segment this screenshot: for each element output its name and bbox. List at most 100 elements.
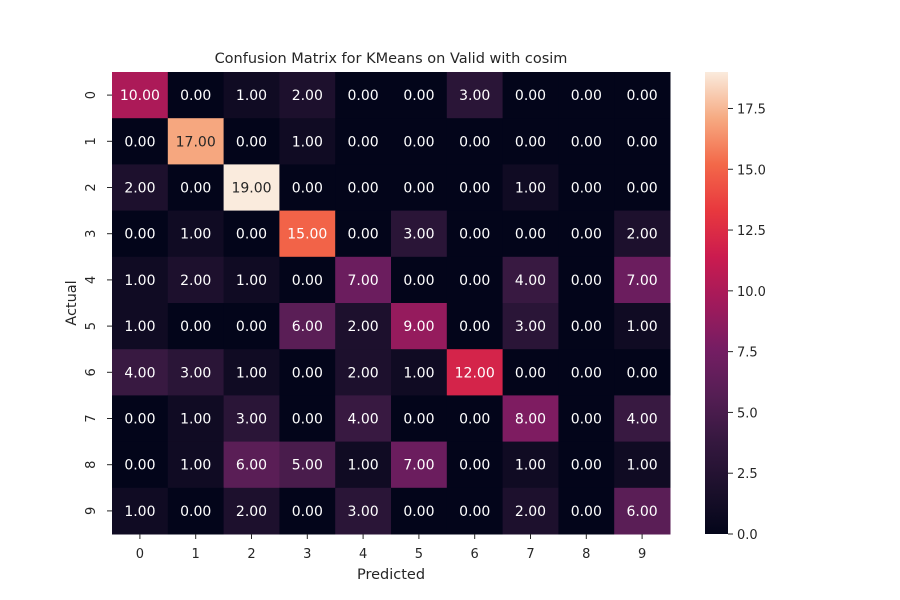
heatmap-cell-r1-c6 — [446, 118, 504, 165]
colorbar-tick-label-7: 17.5 — [737, 102, 766, 117]
cell-value-label-r8-c6: 0.00 — [459, 458, 490, 474]
heatmap-cell-r8-c5 — [391, 441, 448, 489]
cell-value-label-r1-c5: 0.00 — [403, 134, 434, 150]
cell-value-label-r6-c1: 3.00 — [180, 365, 211, 381]
cell-value-label-r8-c0: 0.00 — [124, 458, 155, 474]
cell-value-label-r0-c8: 0.00 — [571, 88, 602, 104]
cell-value-label-r6-c0: 4.00 — [124, 365, 155, 381]
heatmap-cell-r8-c6 — [446, 441, 504, 489]
heatmap-cell-r6-c8 — [558, 349, 615, 396]
heatmap-cell-r6-c3 — [279, 349, 336, 396]
heatmap-cell-r6-c4 — [335, 349, 392, 396]
heatmap-cell-r6-c2 — [223, 349, 280, 396]
heatmap-cell-r4-c3 — [279, 256, 336, 304]
cell-value-label-r6-c8: 0.00 — [571, 365, 602, 381]
cell-value-label-r3-c2: 0.00 — [236, 227, 267, 243]
cell-value-label-r7-c1: 1.00 — [180, 412, 211, 428]
cell-value-label-r2-c2: 19.00 — [231, 181, 271, 197]
heatmap-cell-r4-c4 — [335, 256, 392, 304]
cell-value-label-r4-c8: 0.00 — [571, 273, 602, 289]
cell-value-label-r7-c4: 4.00 — [348, 412, 379, 428]
heatmap-cell-r0-c3 — [279, 72, 336, 119]
heatmap-cell-r2-c3 — [279, 164, 336, 212]
cell-value-label-r2-c8: 0.00 — [571, 181, 602, 197]
cell-value-label-r1-c4: 0.00 — [348, 134, 379, 150]
cell-value-label-r9-c8: 0.00 — [571, 504, 602, 520]
cell-value-label-r8-c2: 6.00 — [236, 458, 267, 474]
heatmap-cell-r3-c9 — [614, 210, 671, 258]
heatmap-cell-r5-c8 — [558, 303, 615, 350]
heatmap-cell-r0-c4 — [335, 72, 392, 119]
cell-value-label-r3-c8: 0.00 — [571, 227, 602, 243]
colorbar-tick-label-0: 0.0 — [737, 528, 758, 543]
colorbar-tick-label-5: 12.5 — [737, 224, 766, 239]
colorbar — [705, 72, 728, 534]
colorbar-tick-label-6: 15.0 — [737, 163, 766, 178]
cell-value-label-r1-c9: 0.00 — [627, 134, 658, 150]
heatmap-cell-r2-c8 — [558, 164, 615, 212]
heatmap-cell-r0-c0 — [112, 72, 169, 119]
colorbar-tick-label-3: 7.5 — [737, 346, 758, 361]
heatmap-cell-r7-c3 — [279, 395, 336, 443]
cell-value-label-r7-c9: 4.00 — [627, 412, 658, 428]
heatmap-cell-r4-c7 — [502, 256, 559, 304]
heatmap-cell-r8-c3 — [279, 441, 336, 489]
cell-value-label-r9-c0: 1.00 — [124, 504, 155, 520]
heatmap-cell-r9-c1 — [167, 487, 225, 535]
heatmap-cell-r7-c0 — [112, 395, 169, 443]
cell-value-label-r6-c5: 1.00 — [403, 365, 434, 381]
heatmap-cell-r2-c6 — [446, 164, 504, 212]
cell-value-label-r4-c9: 7.00 — [627, 273, 658, 289]
cell-value-label-r0-c0: 10.00 — [120, 88, 160, 104]
cell-value-label-r5-c2: 0.00 — [236, 319, 267, 335]
cell-value-label-r8-c5: 7.00 — [403, 458, 434, 474]
x-tick-label-5: 5 — [415, 547, 423, 562]
heatmap-cell-r1-c0 — [112, 118, 169, 165]
cell-value-label-r9-c1: 0.00 — [180, 504, 211, 520]
cell-value-label-r9-c4: 3.00 — [348, 504, 379, 520]
heatmap-cell-r9-c0 — [112, 487, 169, 535]
cell-value-label-r6-c2: 1.00 — [236, 365, 267, 381]
heatmap-cell-r8-c0 — [112, 441, 169, 489]
y-axis-ticks: 0 1 2 3 4 5 6 7 8 9 — [84, 91, 112, 515]
heatmap-cell-r8-c1 — [167, 441, 225, 489]
heatmap-cell-r7-c8 — [558, 395, 615, 443]
heatmap-cell-r1-c2 — [223, 118, 280, 165]
y-axis-label: Actual — [64, 280, 80, 325]
cell-value-label-r3-c7: 0.00 — [515, 227, 546, 243]
y-tick-label-6: 6 — [84, 368, 99, 376]
heatmap-cell-r3-c1 — [167, 210, 225, 258]
heatmap-cell-r5-c7 — [502, 303, 559, 350]
heatmap-cell-r9-c2 — [223, 487, 280, 535]
heatmap-cell-r5-c0 — [112, 303, 169, 350]
heatmap-cell-r4-c2 — [223, 256, 280, 304]
heatmap-cell-r3-c8 — [558, 210, 615, 258]
y-tick-label-1: 1 — [84, 137, 99, 145]
colorbar-tick-label-4: 10.0 — [737, 285, 766, 300]
cell-value-label-r6-c7: 0.00 — [515, 365, 546, 381]
heatmap-cell-r5-c4 — [335, 303, 392, 350]
cell-value-label-r8-c8: 0.00 — [571, 458, 602, 474]
cell-value-label-r2-c1: 0.00 — [180, 181, 211, 197]
heatmap-cell-r3-c6 — [446, 210, 504, 258]
heatmap-cell-r5-c3 — [279, 303, 336, 350]
cell-value-label-r0-c5: 0.00 — [403, 88, 434, 104]
cell-value-label-r4-c5: 0.00 — [403, 273, 434, 289]
x-tick-label-8: 8 — [582, 547, 590, 562]
cell-value-label-r3-c4: 0.00 — [348, 227, 379, 243]
colorbar-tick-label-2: 5.0 — [737, 406, 758, 421]
heatmap-cell-r8-c8 — [558, 441, 615, 489]
heatmap-cell-r1-c3 — [279, 118, 336, 165]
cell-value-label-r7-c6: 0.00 — [459, 412, 490, 428]
cell-value-label-r1-c3: 1.00 — [292, 134, 323, 150]
cell-value-label-r1-c6: 0.00 — [459, 134, 490, 150]
cell-value-label-r5-c9: 1.00 — [627, 319, 658, 335]
cell-value-label-r0-c3: 2.00 — [292, 88, 323, 104]
cell-value-label-r0-c2: 1.00 — [236, 88, 267, 104]
heatmap-cell-r2-c9 — [614, 164, 671, 212]
heatmap-cell-r7-c6 — [446, 395, 504, 443]
cell-value-label-r1-c2: 0.00 — [236, 134, 267, 150]
x-axis-ticks: 0 1 2 3 4 5 6 7 8 9 — [136, 534, 646, 562]
cell-value-label-r6-c6: 12.00 — [455, 365, 495, 381]
